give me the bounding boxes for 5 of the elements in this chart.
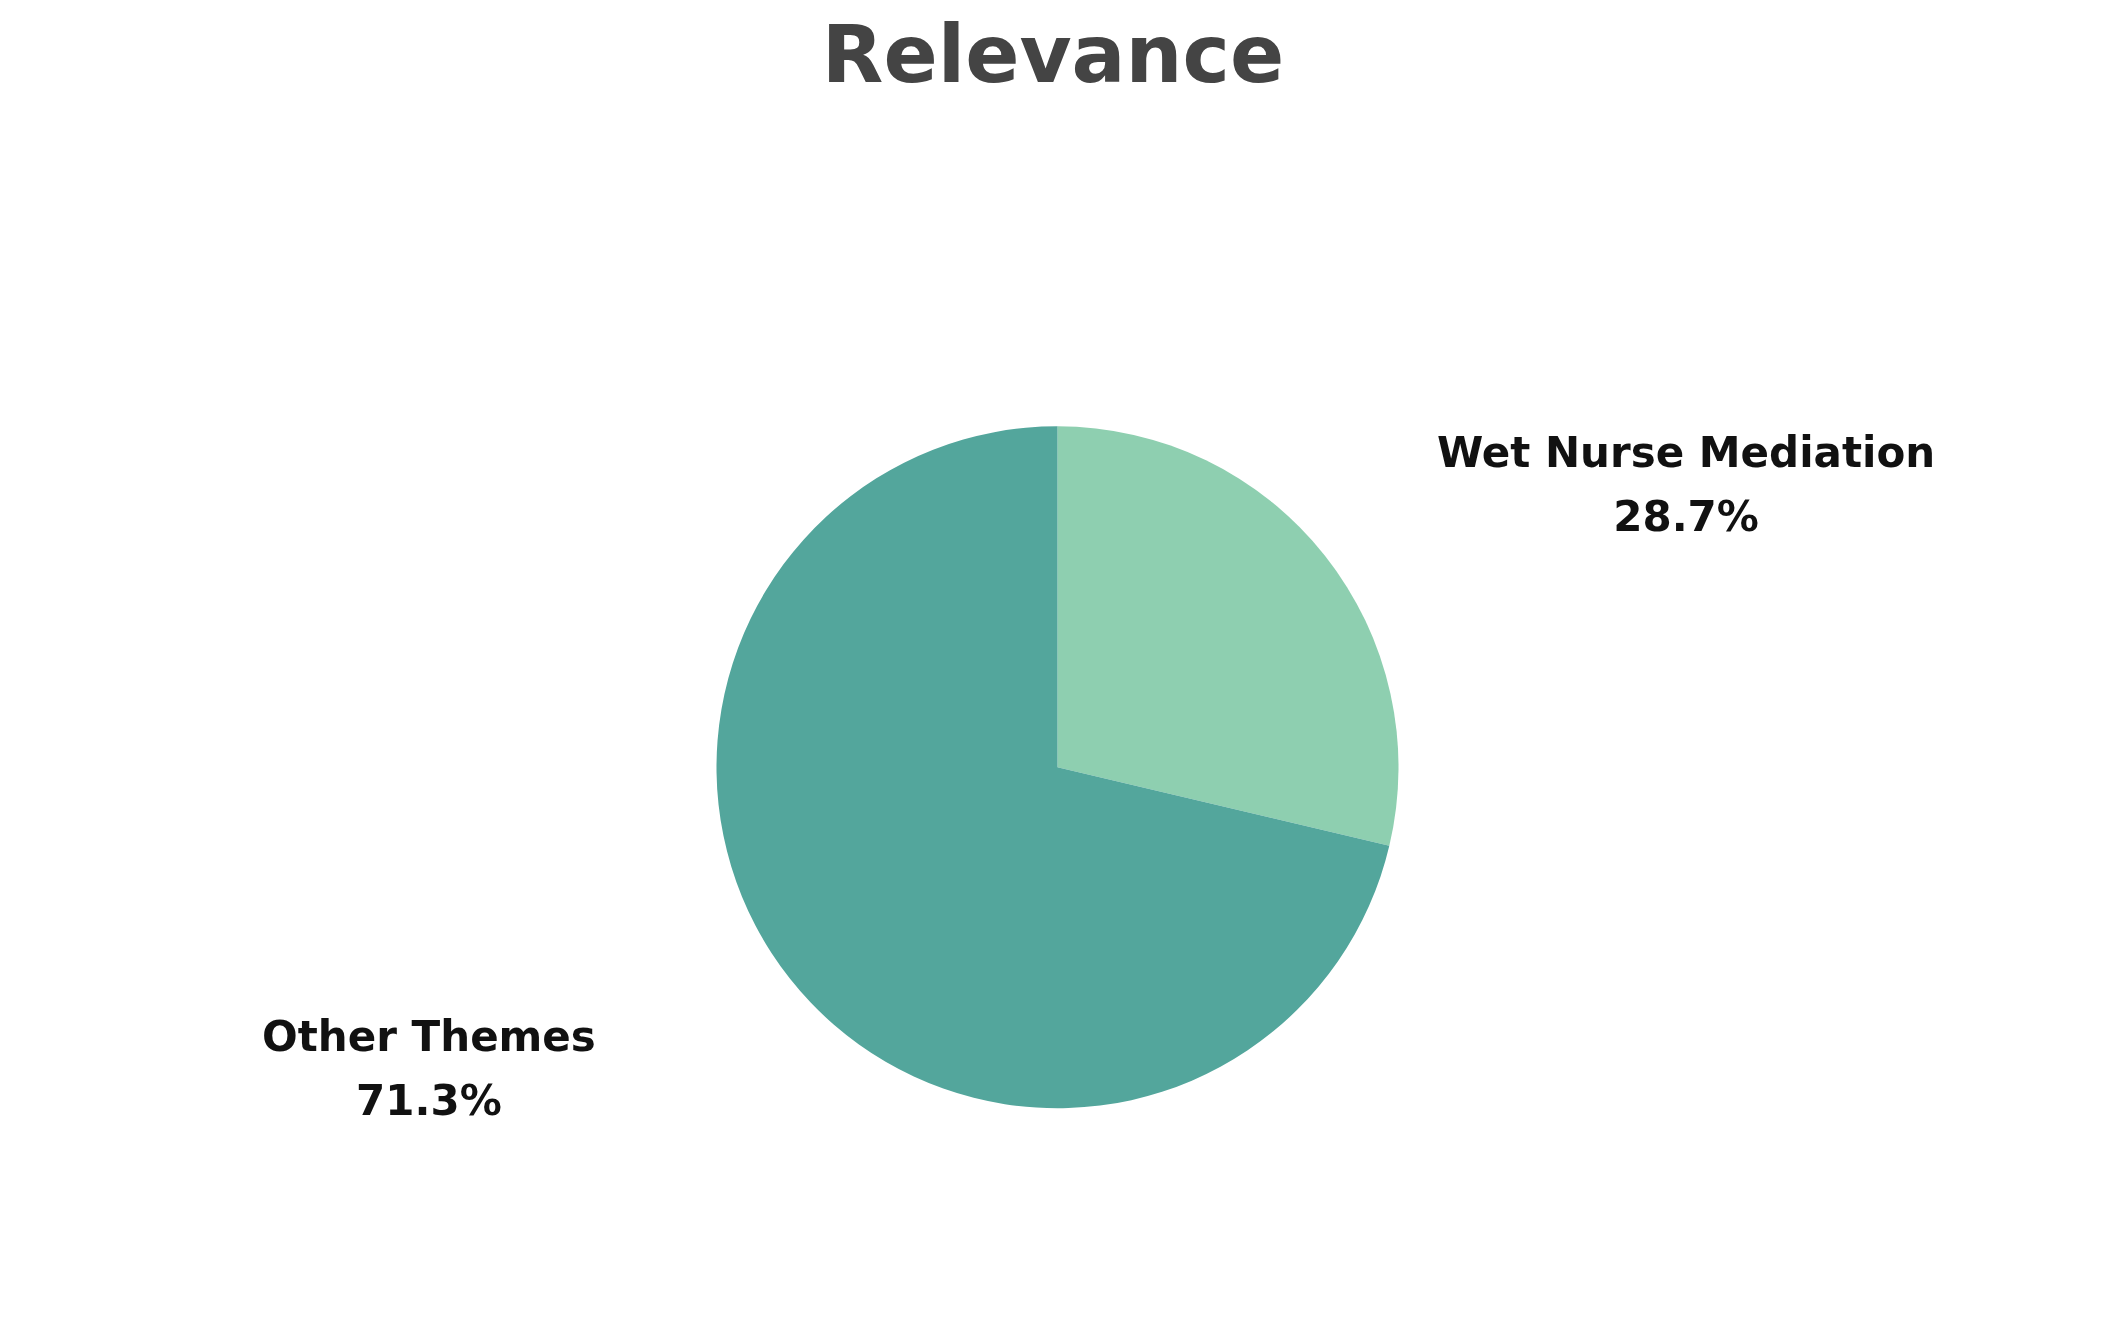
chart-title: Relevance xyxy=(821,7,1285,101)
slice-label: Wet Nurse Mediation xyxy=(1436,427,1936,477)
data-label: 71.3% xyxy=(356,1076,502,1126)
slice-label: Other Themes xyxy=(262,1011,596,1061)
data-label: 28.7% xyxy=(1613,492,1759,542)
